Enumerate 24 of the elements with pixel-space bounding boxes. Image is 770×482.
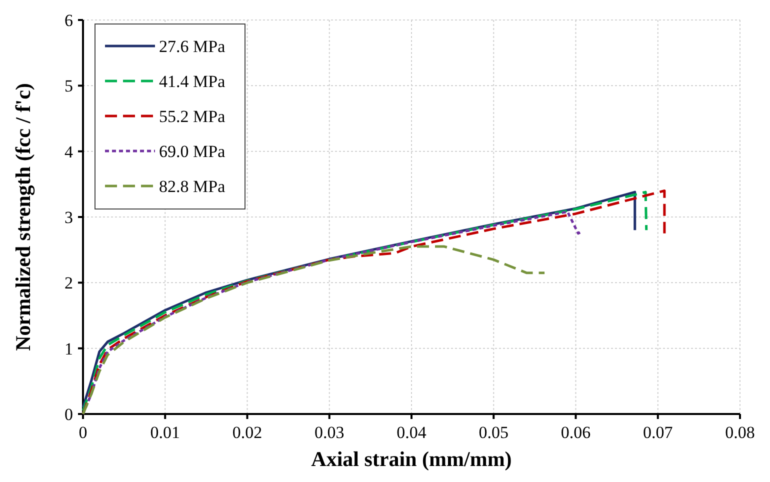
- y-tick-label: 1: [64, 339, 73, 358]
- line-series: [82, 245, 546, 416]
- x-tick-label: 0.02: [232, 423, 262, 442]
- y-tick-label: 2: [64, 274, 73, 293]
- y-tick-label: 4: [64, 142, 74, 162]
- y-tick-label: 3: [64, 208, 73, 227]
- x-tick-label: 0.05: [478, 423, 508, 442]
- y-tick-label: 5: [64, 76, 73, 96]
- legend-label: 55.2 MPa: [159, 107, 226, 126]
- x-tick-label: 0.04: [396, 423, 427, 442]
- x-axis-title: Axial strain (mm/mm): [311, 447, 512, 471]
- y-tick-label: 6: [64, 11, 73, 30]
- y-tick-label: 0: [64, 405, 73, 424]
- y-axis-title: Normalized strength (fcc / f'c): [11, 83, 35, 351]
- legend-label: 27.6 MPa: [159, 37, 226, 56]
- legend-label: 82.8 MPa: [159, 177, 226, 196]
- legend-label: 69.0 MPa: [159, 142, 226, 161]
- x-tick-label: 0.07: [643, 423, 674, 442]
- x-tick-label: 0: [78, 423, 88, 442]
- x-tick-label: 0.06: [560, 423, 591, 442]
- legend-label: 41.4 MPa: [159, 72, 226, 91]
- x-tick-label: 0.03: [314, 423, 344, 442]
- x-tick-label: 0.08: [725, 423, 755, 442]
- x-tick-label: 0.01: [150, 423, 180, 442]
